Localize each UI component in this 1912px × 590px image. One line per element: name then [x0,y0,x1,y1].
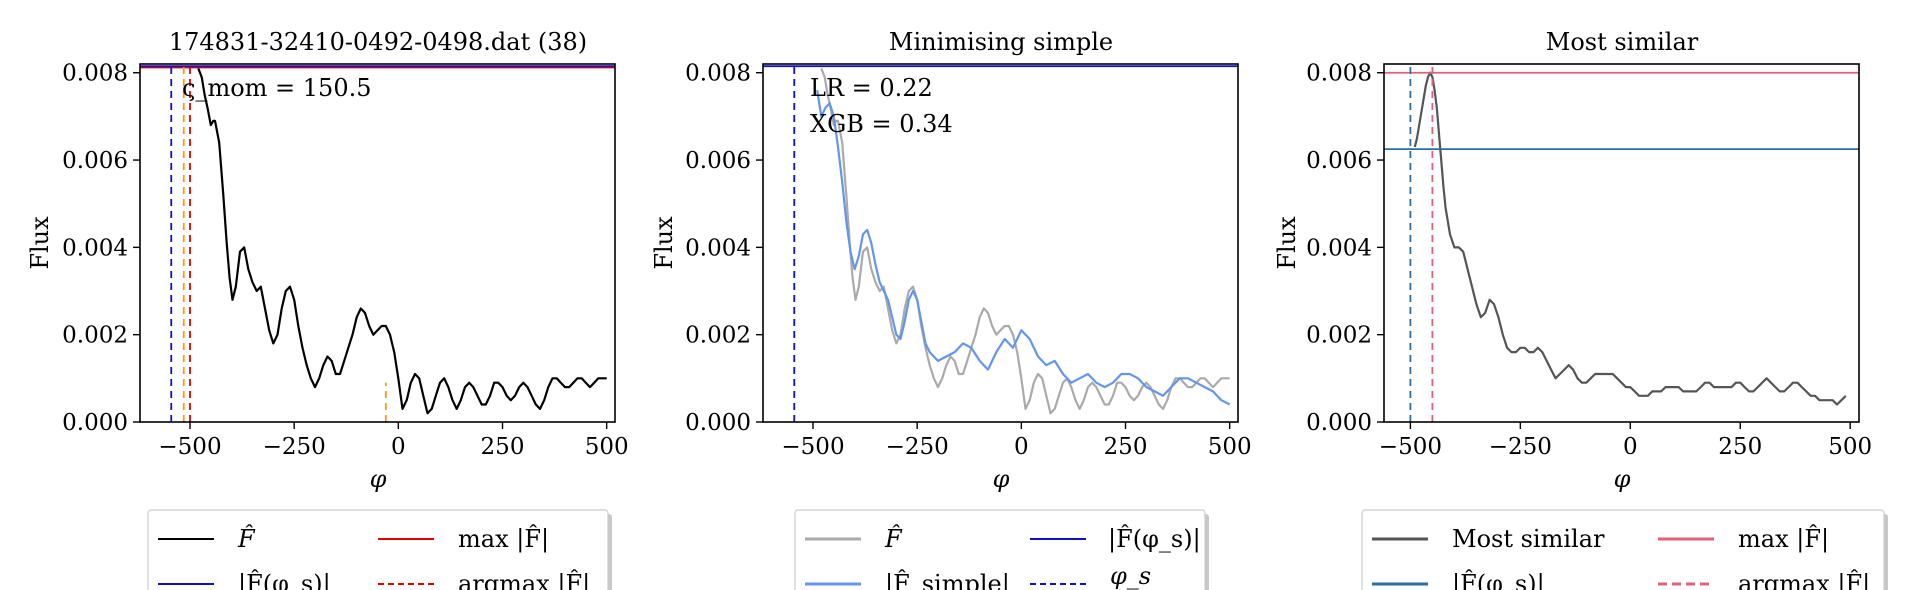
legend-label: |F̂_simple| [885,570,1010,590]
y-tick-label: 0.004 [1306,235,1372,261]
x-tick-label: 250 [481,434,525,460]
legend-label: F̂ [237,525,256,553]
plot-frame [140,64,615,422]
legend: Most similar max |F̂| |F̂(φ_s)| argmax |… [1362,510,1888,590]
x-tick-label: −500 [158,434,221,460]
annotation-moment: ς_mom = 150.5 [182,74,371,102]
y-tick-label: 0.000 [62,410,128,436]
legend-label: |F̂(φ_s)| [238,570,331,590]
panel-1: 174831-32410-0492-0498.dat (38) 0.0000.0… [26,28,629,590]
series-1-line [1415,73,1846,405]
y-tick-label: 0.008 [1306,61,1372,87]
x-tick-label: 500 [585,434,629,460]
legend-label: Most similar [1452,525,1605,553]
legend: F̂ max |F̂| |F̂(φ_s)| argmax |F̂| [148,510,612,590]
legend-label: argmax |F̂| [458,570,590,590]
y-tick-label: 0.006 [685,148,751,174]
legend-label: |F̂(φ_s)| [1452,570,1545,590]
x-axis-label: φ [1614,465,1631,493]
y-tick-label: 0.002 [62,323,128,349]
x-axis: −500 −250 0 250 500 [1379,422,1872,460]
y-axis-label: Flux [650,216,678,270]
x-tick-label: 250 [1718,434,1762,460]
x-axis-label: φ [370,465,387,493]
y-tick-label: 0.004 [62,235,128,261]
x-tick-label: −500 [781,434,844,460]
annotation-xgb: XGB = 0.34 [810,110,953,138]
y-tick-label: 0.006 [1306,148,1372,174]
y-axis: 0.000 0.002 0.004 0.006 0.008 [62,61,140,436]
legend-label: max |F̂| [458,525,549,554]
y-tick-label: 0.004 [685,235,751,261]
x-tick-label: −500 [1379,434,1442,460]
chart-title: 174831-32410-0492-0498.dat (38) [169,28,587,56]
legend-label: max |F̂| [1738,525,1829,554]
legend-label: argmax |F̂| [1738,570,1870,590]
chart-title: Most similar [1546,28,1699,56]
y-axis: 0.000 0.002 0.004 0.006 0.008 [685,61,763,436]
annotation-lr: LR = 0.22 [810,74,933,102]
x-tick-label: 0 [391,434,406,460]
chart-plot-area [140,64,615,422]
chart-plot-area [1384,64,1859,422]
legend-label: φ_s [1110,562,1151,590]
x-tick-label: 500 [1828,434,1872,460]
x-tick-label: 500 [1208,434,1252,460]
x-axis-label: φ [993,465,1010,493]
y-axis-label: Flux [1273,216,1301,270]
x-tick-label: 0 [1014,434,1029,460]
panel-3: Most similar 0.000 0.002 0.004 0.006 0.008 −… [1273,28,1888,590]
panel-2: Minimising simple 0.0000.0020.0040.0060.… [650,28,1252,590]
y-tick-label: 0.006 [62,148,128,174]
x-tick-label: −250 [263,434,326,460]
y-axis-label: Flux [26,216,54,270]
x-axis: −500 −250 0 250 500 [781,422,1251,460]
x-tick-label: 250 [1104,434,1148,460]
y-tick-label: 0.002 [685,323,751,349]
x-tick-label: −250 [886,434,949,460]
y-tick-label: 0.008 [62,61,128,87]
y-tick-label: 0.000 [1306,410,1372,436]
x-axis: −500 −250 0 250 500 [158,422,628,460]
x-tick-label: 0 [1623,434,1638,460]
legend-label: F̂ [884,525,903,553]
y-tick-label: 0.000 [685,410,751,436]
series-1-line [198,68,606,413]
legend-label: |F̂(φ_s)| [1108,525,1201,554]
legend: F̂ |F̂(φ_s)| |F̂_simple| φ_s [795,510,1209,590]
plot-frame [1384,64,1859,422]
y-tick-label: 0.002 [1306,323,1372,349]
y-tick-label: 0.008 [685,61,751,87]
chart-title: Minimising simple [889,28,1113,56]
y-axis: 0.000 0.002 0.004 0.006 0.008 [1306,61,1384,436]
x-tick-label: −250 [1489,434,1552,460]
